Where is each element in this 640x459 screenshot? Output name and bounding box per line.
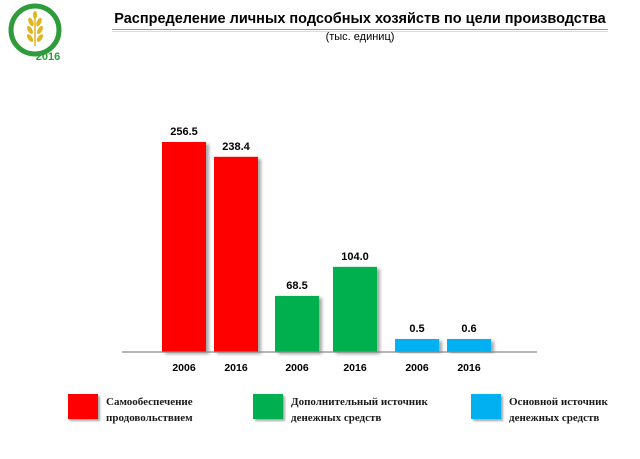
data-label-1: 238.4 xyxy=(222,141,250,153)
legend-label: Дополнительный источник денежных средств xyxy=(291,394,428,426)
x-tick-label-3: 2016 xyxy=(343,362,367,374)
chart-subtitle: (тыс. единиц) xyxy=(325,31,395,43)
census-logo: 2016 xyxy=(8,3,62,63)
data-label-2: 68.5 xyxy=(286,280,307,292)
legend-label-line1: Основной источник xyxy=(509,396,608,408)
legend-swatch-green xyxy=(253,394,283,419)
legend-label: Самообеспечение продовольствием xyxy=(106,394,193,426)
bar-4 xyxy=(395,339,439,352)
legend-label-line2: денежных средств xyxy=(291,412,382,424)
data-label-5: 0.6 xyxy=(461,323,476,335)
legend-swatch-red xyxy=(68,394,98,419)
data-label-0: 256.5 xyxy=(170,126,198,138)
bar-2 xyxy=(275,295,319,352)
data-label-3: 104.0 xyxy=(341,251,369,263)
chart-title: Распределение личных подсобных хозяйств … xyxy=(114,11,606,27)
x-tick-label-1: 2016 xyxy=(224,362,248,374)
legend-label-line2: денежных средств xyxy=(509,412,600,424)
bar-3 xyxy=(333,266,377,352)
legend-label: Основной источник денежных средств xyxy=(509,394,608,426)
legend-item-additional: Дополнительный источник денежных средств xyxy=(253,394,428,426)
bars-layer xyxy=(162,142,491,352)
bar-5 xyxy=(447,339,491,352)
x-tick-label-4: 2006 xyxy=(405,362,429,374)
data-label-4: 0.5 xyxy=(409,323,424,335)
x-tick-label-5: 2016 xyxy=(457,362,481,374)
title-divider xyxy=(112,29,608,30)
legend-label-line1: Самообеспечение xyxy=(106,396,193,408)
logo-ring xyxy=(8,3,62,57)
legend-item-food: Самообеспечение продовольствием xyxy=(68,394,193,426)
title-divider-shadow xyxy=(112,31,608,32)
legend-label-line1: Дополнительный источник xyxy=(291,396,428,408)
logo-year: 2016 xyxy=(36,51,60,63)
x-tick-label-2: 2006 xyxy=(285,362,309,374)
wheat-icon xyxy=(26,11,44,46)
labels-layer: 256.5 2006 238.4 2016 68.5 2006 104.0 2016 0.5 20… xyxy=(170,126,481,374)
bar-1 xyxy=(214,156,258,352)
x-tick-label-0: 2006 xyxy=(172,362,196,374)
legend-label-line2: продовольствием xyxy=(106,412,193,424)
legend-item-main: Основной источник денежных средств xyxy=(471,394,608,426)
bar-0 xyxy=(162,142,206,352)
legend-swatch-blue xyxy=(471,394,501,419)
